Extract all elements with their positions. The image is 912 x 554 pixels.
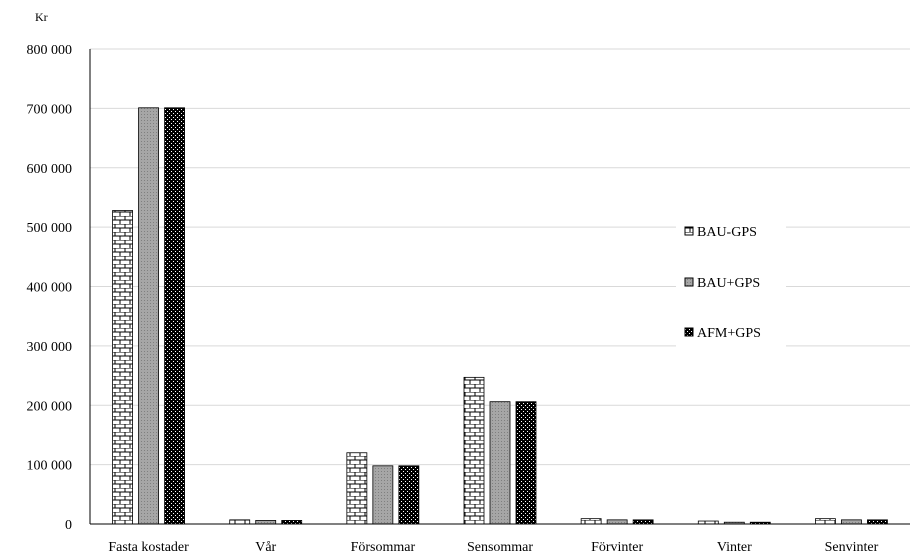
bar-afm-plus-gps-0: [164, 107, 185, 525]
y-tick-label: 500 000: [27, 221, 73, 236]
y-tick-label: 600 000: [27, 162, 73, 177]
y-axis-tick-labels: 0 100 000 200 000 300 000 400 000 500 000 600 …: [27, 43, 73, 533]
y-tick-label: 400 000: [27, 281, 73, 296]
y-tick-label: 800 000: [27, 43, 73, 58]
legend-swatch-afm-plus-gps: [684, 327, 694, 337]
legend-background: [676, 212, 786, 350]
legend-label-afm-plus-gps: AFM+GPS: [697, 326, 761, 341]
x-tick-label: Vår: [255, 540, 276, 554]
bar-afm-plus-gps-4: [632, 519, 654, 525]
x-tick-label: Försommar: [351, 540, 416, 554]
gridlines: [90, 48, 910, 466]
bar-bau-gps-1: [229, 519, 251, 525]
bar-bau-gps-0: [112, 210, 133, 525]
x-tick-label: Sensommar: [467, 540, 533, 554]
bar-bau-gps-6: [815, 518, 836, 525]
bar-afm-plus-gps-6: [867, 519, 888, 525]
bar-bau-gps-4: [580, 518, 602, 525]
legend-label-bau-plus-gps: BAU+GPS: [697, 276, 760, 291]
bar-afm-plus-gps-3: [515, 401, 537, 525]
bar-bau-plus-gps-1: [255, 520, 277, 525]
bar-bau-plus-gps-0: [138, 107, 159, 525]
x-tick-label: Fasta kostader: [108, 540, 189, 554]
bar-bau-plus-gps-4: [606, 519, 628, 525]
y-tick-label: 700 000: [27, 102, 73, 117]
y-tick-label: 100 000: [27, 459, 73, 474]
x-tick-label: Senvinter: [825, 540, 879, 554]
legend-swatch-bau-minus-gps: [684, 226, 694, 236]
bar-bau-plus-gps-6: [841, 519, 862, 525]
axes: [89, 49, 910, 525]
bar-afm-plus-gps-2: [398, 465, 420, 525]
bar-bau-gps-3: [463, 376, 485, 525]
x-tick-label: Vinter: [717, 540, 752, 554]
y-unit-label: Kr: [35, 10, 48, 24]
y-tick-label: 0: [65, 518, 72, 533]
bar-afm-plus-gps-1: [281, 520, 303, 525]
bar-bau-plus-gps-3: [489, 401, 511, 525]
y-tick-label: 200 000: [27, 399, 73, 414]
x-axis-tick-labels: Fasta kostader Vår Försommar Sensommar Förvi…: [108, 540, 878, 554]
legend-item-bau-minus-gps: BAU-GPS: [684, 225, 757, 240]
legend-item-afm-plus-gps: AFM+GPS: [684, 326, 761, 341]
legend-swatch-bau-plus-gps: [684, 277, 694, 287]
legend: BAU-GPS BAU+GPS AFM+GPS: [676, 212, 786, 350]
bar-bau-plus-gps-2: [372, 465, 394, 525]
y-tick-label: 300 000: [27, 340, 73, 355]
bar-bau-gps-2: [346, 452, 368, 525]
legend-label-bau-minus-gps: BAU-GPS: [697, 225, 757, 240]
x-tick-label: Förvinter: [591, 540, 643, 554]
legend-item-bau-plus-gps: BAU+GPS: [684, 276, 760, 291]
